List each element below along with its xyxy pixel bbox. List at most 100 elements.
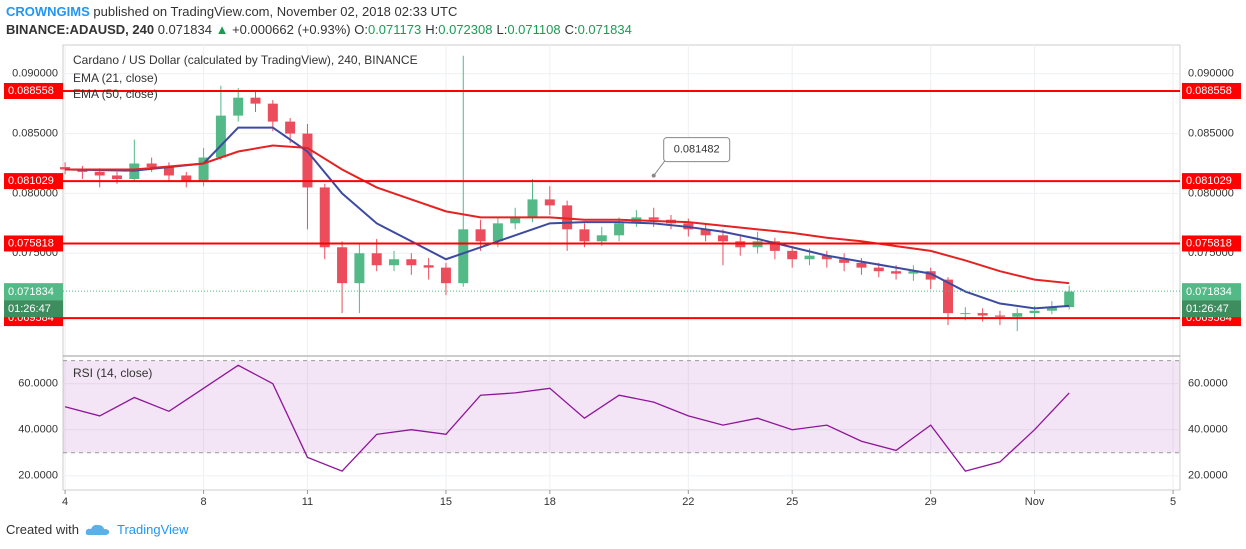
level-tag	[4, 82, 63, 99]
ema-line	[65, 126, 1070, 310]
ohlc-key: L:	[496, 22, 508, 37]
candle-body	[337, 247, 348, 284]
y-tick-label: 60.0000	[18, 378, 58, 390]
candle-body	[1012, 313, 1023, 317]
candle-body	[94, 171, 105, 176]
ohlc: O:0.071173 H:0.072308 L:0.071108 C:0.071834	[354, 22, 636, 37]
rsi-band	[63, 360, 1180, 453]
candle-body	[579, 229, 590, 242]
callout-point	[651, 173, 656, 178]
created-with: Created with	[6, 522, 79, 537]
x-tick-label: 18	[544, 496, 556, 508]
symbol: BINANCE:ADAUSD, 240	[6, 22, 155, 37]
candle-body	[994, 315, 1005, 317]
candle-body	[440, 267, 451, 284]
candle-body	[1064, 291, 1075, 308]
level-tag	[1182, 82, 1241, 99]
x-tick-label: 11	[302, 496, 313, 508]
frame	[62, 44, 1181, 491]
last-price-label: 0.071834	[1186, 286, 1232, 298]
level-tag	[4, 173, 63, 190]
rsi-line	[64, 364, 1070, 472]
callout-stem	[653, 159, 667, 176]
candle-body	[925, 271, 936, 280]
ohlc-value: 0.071173	[367, 22, 422, 37]
candle-body	[648, 217, 659, 220]
last: 0.071834	[157, 22, 212, 37]
candle-body	[614, 223, 625, 236]
candle-body	[908, 271, 919, 274]
candle-body	[458, 229, 469, 284]
level-label: 0.075818	[1186, 237, 1232, 249]
candle-body	[181, 175, 192, 182]
y-tick-label: 0.080000	[1188, 187, 1234, 199]
grid	[63, 45, 1180, 494]
level-label: 0.081029	[8, 175, 54, 187]
candle-body	[977, 313, 988, 316]
ohlc-key: O:	[354, 22, 368, 37]
x-tick-label: 15	[440, 496, 452, 508]
candle-body	[146, 163, 157, 168]
candle-body	[787, 250, 798, 260]
legend-entry: EMA (50, close)	[73, 87, 158, 101]
author[interactable]: CROWNGIMS	[6, 4, 90, 19]
level-tag	[4, 235, 63, 252]
level-tag	[1182, 235, 1241, 252]
y-tick-label: 0.085000	[12, 127, 58, 139]
candle-body	[873, 267, 884, 272]
candle-body	[250, 97, 261, 104]
publish-line: CROWNGIMS published on TradingView.com, …	[6, 4, 457, 19]
candle-body	[839, 259, 850, 263]
x-tick-label: 29	[925, 496, 937, 508]
candle-body	[423, 265, 434, 268]
candle-body	[302, 133, 313, 188]
callout-box	[663, 137, 731, 163]
candle-body	[163, 167, 174, 176]
candle-body	[700, 229, 711, 236]
countdown: 01:26:47	[8, 303, 51, 315]
y-tick-label: 0.085000	[1188, 127, 1234, 139]
level-label: 0.081029	[1186, 175, 1232, 187]
footer: Created with TradingView	[6, 522, 189, 537]
candle-body	[215, 115, 226, 158]
ohlc-key: H:	[425, 22, 439, 37]
chart: 4 8 11 15 18 22 25 29 Nov 5 0.090000 0.090000 0.0850…	[4, 44, 1241, 508]
level-label: 0.088558	[1186, 85, 1232, 97]
x-tick-label: Nov	[1025, 496, 1045, 508]
brand[interactable]: TradingView	[116, 522, 189, 537]
level-label: 0.088558	[8, 85, 54, 97]
quote-line: BINANCE:ADAUSD, 240 0.071834 ▲ +0.000662…	[6, 22, 636, 37]
candle-body	[233, 97, 244, 116]
candle-body	[354, 253, 365, 284]
last-price-tag	[1182, 283, 1241, 301]
candle-body	[717, 235, 728, 242]
labels: 4 8 11 15 18 22 25 29 Nov 5 0.090000 0.090000 0.0850…	[4, 68, 1241, 508]
last-price-label: 0.071834	[8, 286, 54, 298]
candle-body	[510, 217, 521, 224]
marks	[60, 55, 1180, 472]
level-label: 0.075818	[8, 237, 54, 249]
y-tick-label: 0.090000	[1188, 68, 1234, 80]
candle-body	[544, 199, 555, 206]
candle-body	[804, 255, 815, 260]
candle-body	[198, 157, 209, 182]
candle-body	[527, 199, 538, 218]
arrow: ▲	[215, 22, 229, 37]
countdown-tag	[1182, 300, 1241, 318]
candle-body	[60, 167, 71, 170]
candle-body	[769, 241, 780, 251]
candle-body	[1029, 310, 1040, 314]
y-tick-label: 0.080000	[12, 187, 58, 199]
logo	[85, 524, 110, 535]
candle-body	[821, 255, 832, 260]
ohlc-value: 0.071834	[577, 22, 632, 37]
candle-body	[406, 259, 417, 266]
candle-body	[960, 313, 971, 315]
countdown: 01:26:47	[1186, 303, 1229, 315]
countdown-tag	[4, 300, 63, 318]
candle-body	[319, 187, 330, 248]
ohlc-value: 0.071108	[507, 22, 561, 37]
candle-body	[492, 223, 503, 242]
x-tick-label: 22	[682, 496, 694, 508]
